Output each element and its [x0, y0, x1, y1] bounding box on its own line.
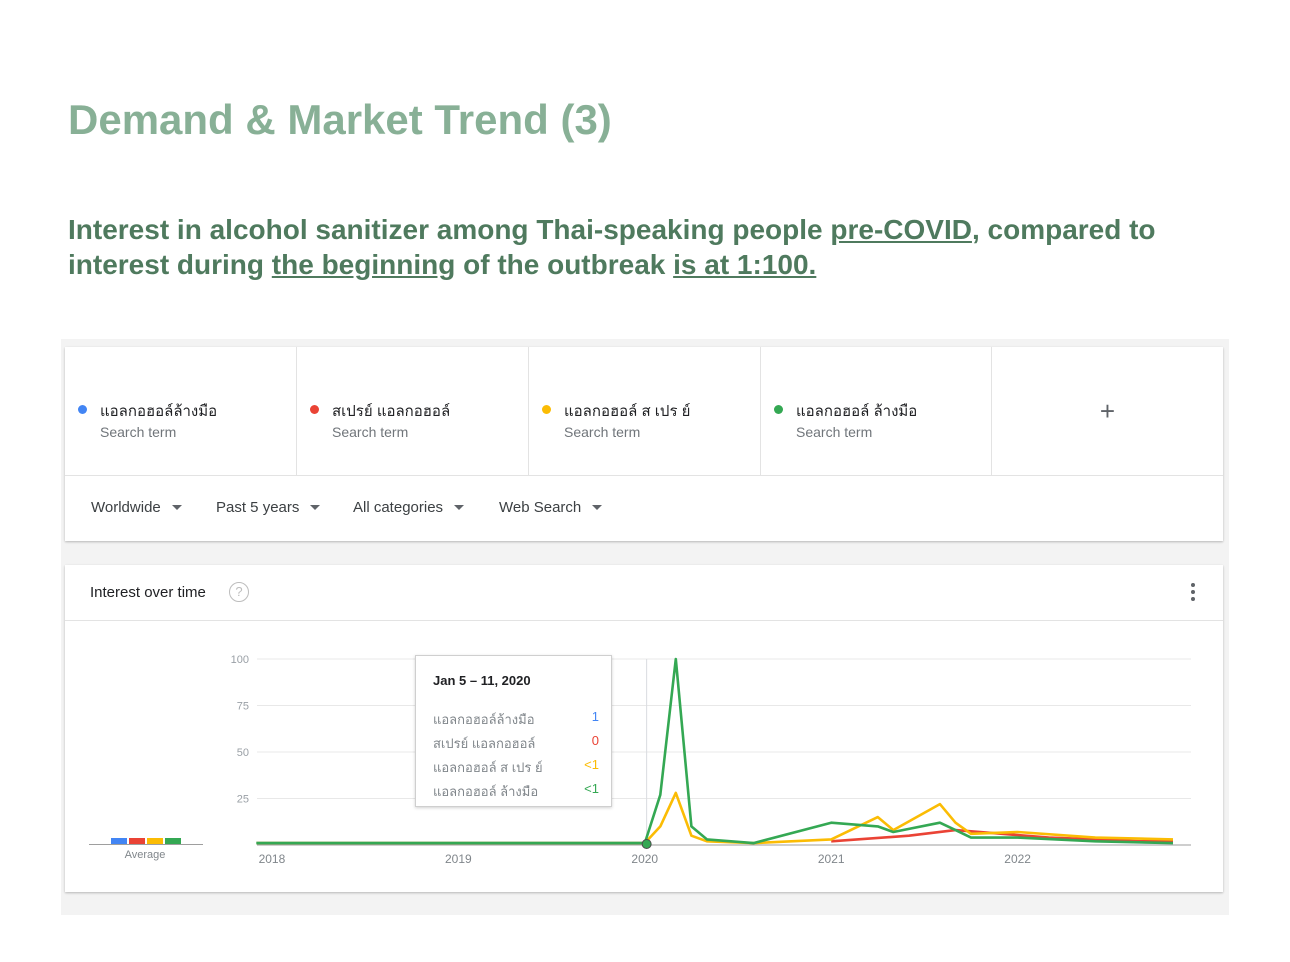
average-baseline: [89, 844, 203, 845]
tooltip-value: <1: [584, 757, 599, 772]
tooltip-value: 1: [591, 709, 599, 724]
subtitle-underline-precovid: pre-COVID: [830, 214, 972, 245]
search-type-filter-dropdown[interactable]: Web Search: [499, 499, 603, 516]
slide-subtitle: Interest in alcohol sanitizer among Thai…: [68, 212, 1228, 282]
search-term-name: แอลกอฮอล์ล้างมือ: [100, 403, 218, 420]
search-term-3[interactable]: แอลกอฮอล์ ส เปร ย์ Search term: [529, 347, 761, 475]
y-tick-label: 25: [237, 794, 249, 806]
tooltip-term: แอลกอฮอล์ ล้างมือ: [433, 784, 539, 799]
average-bar: [111, 838, 127, 844]
x-tick-label: 2021: [818, 852, 845, 866]
search-term-type: Search term: [564, 424, 641, 440]
add-term-button[interactable]: +: [992, 347, 1223, 475]
series-dot-icon: [774, 405, 783, 414]
dropdown-caret-icon: [592, 505, 603, 510]
search-term-2[interactable]: สเปรย์ แอลกอฮอล์ Search term: [297, 347, 529, 475]
subtitle-underline-beginning: the beginning: [271, 249, 456, 280]
x-tick-label: 2019: [445, 852, 472, 866]
tooltip-term: แอลกอฮอล์ ส เปร ย์: [433, 760, 543, 775]
search-term-type: Search term: [100, 424, 177, 440]
average-label: Average: [124, 849, 166, 861]
y-tick-label: 75: [237, 701, 249, 713]
google-trends-screenshot: แอลกอฮอล์ล้างมือ Search term สเปรย์ แอลก…: [61, 339, 1229, 915]
help-icon[interactable]: ?: [229, 582, 249, 602]
search-term-name: แอลกอฮอล์ ส เปร ย์: [564, 403, 691, 420]
search-term-name: สเปรย์ แอลกอฮอล์: [332, 403, 451, 420]
chart-title: Interest over time: [90, 584, 206, 601]
chart-tooltip: Jan 5 – 11, 2020 แอลกอฮอล์ล้างมือ 1 สเปร…: [415, 655, 612, 807]
tooltip-term: สเปรย์ แอลกอฮอล์: [433, 736, 536, 751]
x-tick-label: 2018: [259, 852, 286, 866]
dropdown-caret-icon: [310, 505, 321, 510]
subtitle-part-1: Interest in alcohol sanitizer among Thai…: [68, 214, 831, 245]
tooltip-date: Jan 5 – 11, 2020: [433, 673, 531, 688]
tooltip-value: <1: [584, 781, 599, 796]
series-line: [256, 657, 1174, 845]
chart-header: Interest over time ?: [65, 565, 1223, 621]
interest-chart[interactable]: 100 75 50 25 2018 2019 2020 2021 2022: [65, 621, 1223, 892]
search-term-name: แอลกอฮอล์ ล้างมือ: [796, 403, 918, 420]
tooltip-value: 0: [591, 733, 599, 748]
category-filter-label: All categories: [353, 499, 444, 516]
region-filter-dropdown[interactable]: Worldwide: [91, 499, 182, 516]
plus-icon: +: [1099, 395, 1116, 426]
search-type-filter-label: Web Search: [499, 499, 582, 516]
subtitle-part-2: , compared to interest during: [68, 214, 1156, 280]
search-term-4[interactable]: แอลกอฮอล์ ล้างมือ Search term: [761, 347, 992, 475]
x-tick-label: 2020: [631, 852, 658, 866]
time-filter-label: Past 5 years: [216, 499, 300, 516]
search-term-type: Search term: [796, 424, 873, 440]
search-term-1[interactable]: แอลกอฮอล์ล้างมือ Search term: [65, 347, 297, 475]
search-terms-card: แอลกอฮอล์ล้างมือ Search term สเปรย์ แอลก…: [65, 347, 1223, 541]
time-filter-dropdown[interactable]: Past 5 years: [216, 499, 321, 516]
x-tick-label: 2022: [1004, 852, 1031, 866]
more-options-icon[interactable]: [1185, 583, 1201, 603]
y-tick-label: 50: [237, 747, 249, 759]
subtitle-underline-ratio: is at 1:100.: [673, 249, 817, 280]
average-bar: [129, 838, 145, 844]
subtitle-part-3: of the outbreak: [455, 249, 674, 280]
category-filter-dropdown[interactable]: All categories: [353, 499, 465, 516]
series-dot-icon: [310, 405, 319, 414]
average-bar: [147, 838, 163, 844]
dropdown-caret-icon: [454, 505, 465, 510]
series-dot-icon: [78, 405, 87, 414]
series-dot-icon: [542, 405, 551, 414]
search-term-type: Search term: [332, 424, 409, 440]
series-line: [256, 791, 1174, 845]
divider: [65, 475, 1223, 476]
average-bar: [165, 838, 181, 844]
hover-marker: [641, 839, 652, 849]
dropdown-caret-icon: [171, 505, 182, 510]
interest-over-time-card: Interest over time ? Average 100 75 50 25 20…: [65, 565, 1223, 892]
region-filter-label: Worldwide: [91, 499, 161, 516]
y-tick-label: 100: [231, 654, 249, 666]
slide-title: Demand & Market Trend (3): [68, 96, 612, 143]
tooltip-term: แอลกอฮอล์ล้างมือ: [433, 712, 535, 727]
